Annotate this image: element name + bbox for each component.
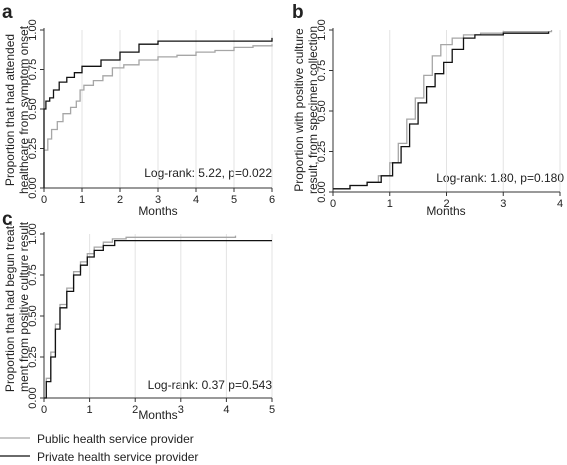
panel-c-x-tick-label-4: 4 xyxy=(223,404,229,416)
panel-b-annotation: Log-rank: 1.80, p=0.180 xyxy=(436,171,564,185)
panel-b-ylabel-line1: Proportion with positive culture xyxy=(292,28,306,192)
panel-b-y-tick-label-4: 1.00 xyxy=(316,19,328,40)
panel-b-x-tick-label-2: 2 xyxy=(443,198,449,210)
panel-b-x-tick-label-1: 1 xyxy=(387,198,393,210)
panel-a-annotation: Log-rank: 5.22, p=0.022 xyxy=(144,166,272,180)
panel-c-ylabel-line2: ment from positive culture result xyxy=(17,221,31,392)
panel-a-x-tick-label-3: 3 xyxy=(155,194,161,206)
panel-c-annotation: Log-rank: 0.37 p=0.543 xyxy=(148,378,273,392)
panel-c-y-tick-label-0: 0.00 xyxy=(27,387,39,408)
panel-b-y-tick-label-1: 0.25 xyxy=(316,141,328,162)
panel-a-y-tick-label-4: 1.00 xyxy=(27,19,39,40)
panel-a-x-tick-label-4: 4 xyxy=(193,194,199,206)
panel-b-ylabel-line2: result, from specimen collection xyxy=(306,26,320,194)
panel-c-x-tick-label-1: 1 xyxy=(87,404,93,416)
panel-c-y-tick-label-3: 0.75 xyxy=(27,264,39,285)
panel-b-x-tick-label-3: 3 xyxy=(500,198,506,210)
panel-b-y-tick-label-2: 0.50 xyxy=(316,100,328,121)
panel-c-letter: c xyxy=(2,209,13,230)
panel-c-series-public xyxy=(44,235,237,399)
panel-a-ylabel-line2: healthcare from symptom onset xyxy=(17,25,31,194)
panel-a-y-tick-label-2: 0.50 xyxy=(27,98,39,119)
panel-a: a Proportion that had attended healthcar… xyxy=(2,2,275,218)
panel-a-x-tick-label-6: 6 xyxy=(269,194,275,206)
panel-b: b Proportion with positive culture resul… xyxy=(292,2,564,218)
panel-a-series-public xyxy=(43,44,273,188)
panel-c-y-tick-label-4: 1.00 xyxy=(27,223,39,244)
panel-a-y-tick-label-0: 0.00 xyxy=(27,177,39,198)
panel-a-series-private xyxy=(43,37,273,188)
panel-c-ylabel-line1: Proportion that had begun treat- xyxy=(3,222,17,392)
panel-b-x-tick-label-4: 4 xyxy=(557,198,563,210)
panel-a-ylabel-line1: Proportion that had attended xyxy=(3,34,17,186)
panel-c-y-tick-label-1: 0.25 xyxy=(27,346,39,367)
panel-c: c Proportion that had begun treat- ment … xyxy=(2,209,275,422)
panel-a-x-tick-label-5: 5 xyxy=(231,194,237,206)
panel-b-letter: b xyxy=(292,2,304,23)
panel-b-xlabel: Months xyxy=(426,204,465,218)
panel-c-x-tick-label-3: 3 xyxy=(178,404,184,416)
panel-b-x-tick-label-0: 0 xyxy=(330,198,336,210)
panel-c-y-tick-label-2: 0.50 xyxy=(27,305,39,326)
panel-a-y-tick-label-1: 0.25 xyxy=(27,138,39,159)
panel-a-x-tick-label-2: 2 xyxy=(117,194,123,206)
panel-a-x-tick-label-1: 1 xyxy=(79,194,85,206)
panel-c-xlabel: Months xyxy=(138,408,177,422)
panel-a-x-tick-label-0: 0 xyxy=(41,194,47,206)
panel-c-series-private xyxy=(44,239,272,399)
panel-a-letter: a xyxy=(2,2,13,23)
panel-a-y-tick-label-3: 0.75 xyxy=(27,59,39,80)
panel-b-series-public xyxy=(333,30,553,190)
panel-c-x-tick-label-0: 0 xyxy=(41,404,47,416)
legend-label-private: Private health service provider xyxy=(37,450,198,464)
panel-b-y-tick-label-0: 0.00 xyxy=(316,181,328,202)
panel-b-series-private xyxy=(333,31,550,190)
panel-c-x-tick-label-5: 5 xyxy=(269,404,275,416)
panel-b-y-tick-label-3: 0.75 xyxy=(316,60,328,81)
legend-label-public: Public health service provider xyxy=(37,432,194,446)
panel-a-xlabel: Months xyxy=(138,204,177,218)
panel-c-x-tick-label-2: 2 xyxy=(132,404,138,416)
legend: Public health service provider Private h… xyxy=(0,432,198,464)
